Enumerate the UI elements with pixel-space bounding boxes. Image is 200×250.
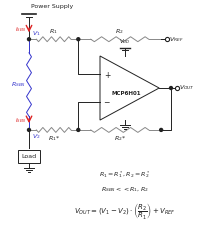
Text: +: + [104,71,110,80]
Text: $R_{SEN} << R_1, R_2$: $R_{SEN} << R_1, R_2$ [101,185,149,194]
Text: $R_2$*: $R_2$* [114,134,126,143]
Text: $V_1$: $V_1$ [32,29,41,38]
Text: Load: Load [21,154,37,159]
Text: Power Supply: Power Supply [31,4,73,9]
Text: $V_{OUT}$: $V_{OUT}$ [179,84,195,92]
Text: $V_{REF}$: $V_{REF}$ [169,35,184,44]
Text: $R_2$: $R_2$ [115,27,124,36]
Text: $R_1 = R_1^*, R_2 = R_2^*$: $R_1 = R_1^*, R_2 = R_2^*$ [99,170,150,180]
Text: $-$: $-$ [103,96,111,105]
Circle shape [77,128,80,132]
Text: $R_{SEN}$: $R_{SEN}$ [11,80,26,89]
Circle shape [77,38,80,41]
Circle shape [28,38,30,41]
Text: $R_1$: $R_1$ [49,27,58,36]
Text: MCP6H01: MCP6H01 [112,92,141,96]
Text: $V_{DD}$: $V_{DD}$ [119,37,130,46]
Text: $I_{SEN}$: $I_{SEN}$ [15,116,26,124]
Text: $I_{SEN}$: $I_{SEN}$ [15,25,26,34]
Text: $V_2$: $V_2$ [32,132,41,141]
Text: $R_1$*: $R_1$* [48,134,60,143]
Text: $V_{OUT} = (V_1-V_2)\cdot\left(\dfrac{R_2}{R_1}\right)+V_{REF}$: $V_{OUT} = (V_1-V_2)\cdot\left(\dfrac{R_… [74,201,175,221]
Circle shape [160,128,163,132]
Bar [18,150,40,164]
Circle shape [28,128,30,132]
Circle shape [170,86,172,90]
